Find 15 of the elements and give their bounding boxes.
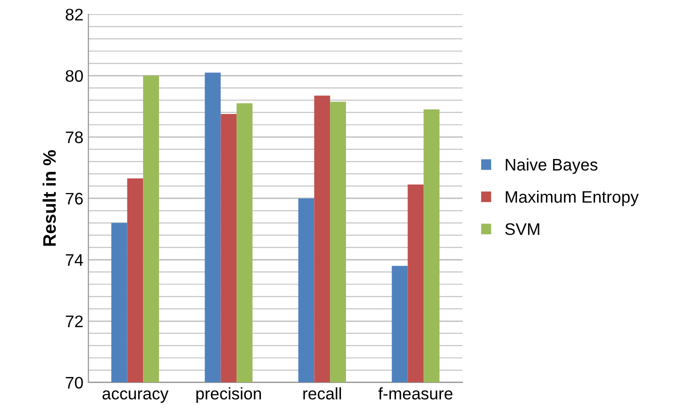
y-tick-label: 80 [66,70,83,82]
x-tick-label: accuracy [102,390,168,403]
x-tick-label: f-measure [378,387,452,400]
legend-label: Naive Bayes [506,158,598,174]
x-tick-label: recall [303,387,341,400]
y-tick-label: 82 [66,8,83,21]
y-axis-title: Result in % [42,150,56,246]
y-tick-label: 76 [66,192,83,205]
y-tick-label: 70 [66,376,83,389]
y-tick-label: 74 [66,254,84,266]
x-tick-label: precision [196,387,261,403]
y-tick-label: 72 [66,315,83,328]
y-tick-label: 78 [66,131,83,144]
legend-label: SVM [505,223,540,236]
legend-label: Maximum Entropy [506,190,639,206]
